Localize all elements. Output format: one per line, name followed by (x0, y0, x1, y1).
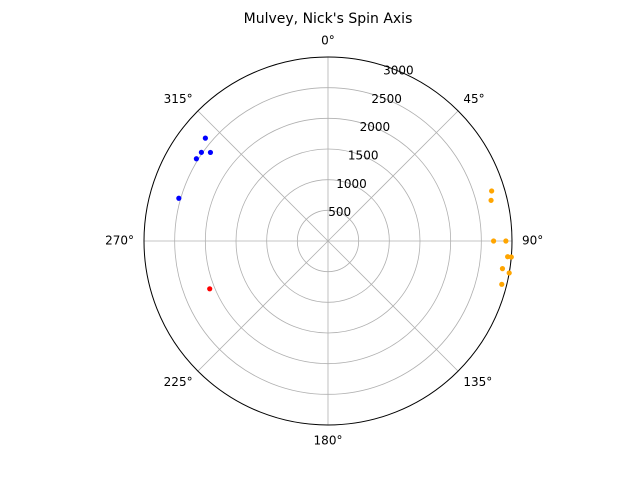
theta-gridline (327, 110, 459, 242)
theta-gridline (327, 240, 459, 372)
data-point (489, 188, 495, 194)
theta-tick-label: 180° (314, 434, 343, 448)
data-point (508, 254, 514, 260)
theta-tick-label: 45° (463, 92, 484, 106)
plot-area: 500 1000 1500 2000 2500 3000 0° 45° 90° 135° 180° 2… (105, 34, 543, 448)
r-tick-label: 1500 (348, 149, 379, 163)
chart-title: Mulvey, Nick's Spin Axis (244, 11, 413, 27)
data-point (207, 149, 214, 156)
data-point (198, 149, 204, 155)
data-point (499, 281, 505, 287)
theta-tick-label: 315° (164, 92, 193, 106)
theta-tick-label: 90° (522, 234, 543, 248)
theta-tick-label: 270° (105, 234, 134, 248)
data-point (506, 270, 512, 276)
data-point (503, 238, 509, 244)
data-point (176, 195, 182, 201)
data-point (488, 197, 494, 203)
r-tick-label: 2500 (371, 92, 402, 106)
r-tick-label: 1000 (336, 177, 367, 191)
theta-tick-label: 225° (164, 375, 193, 389)
theta-gridline (197, 240, 329, 372)
data-point (499, 266, 506, 272)
polar-spine (143, 56, 513, 426)
data-point (193, 156, 200, 162)
r-tick-label: 500 (328, 205, 351, 219)
data-point (202, 135, 208, 141)
r-tick-label: 2000 (360, 120, 391, 134)
data-point (491, 238, 497, 244)
theta-tick-label: 0° (321, 34, 335, 48)
theta-tick-label: 135° (463, 375, 492, 389)
theta-gridline (197, 110, 329, 242)
r-tick-label: 3000 (383, 64, 414, 78)
data-point (207, 286, 213, 292)
